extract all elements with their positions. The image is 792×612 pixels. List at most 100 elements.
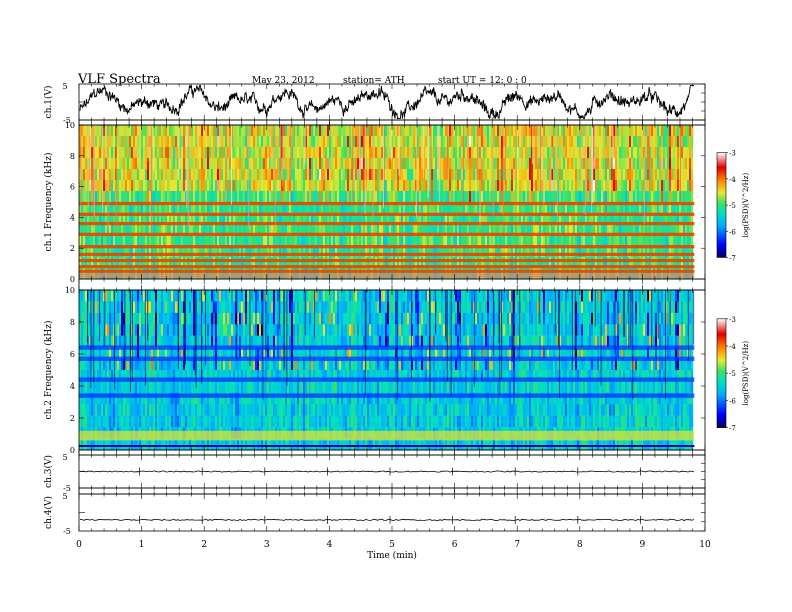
spectrogram-cell xyxy=(565,136,568,148)
spectrogram-cell xyxy=(145,136,148,148)
spectrogram-cell xyxy=(461,180,464,192)
spectrogram-cell xyxy=(251,202,254,214)
spectrogram-cell xyxy=(521,235,524,247)
spectrogram-cell xyxy=(181,246,184,258)
spectrogram-cell xyxy=(365,202,368,214)
spectrogram-cell xyxy=(209,202,212,214)
spectrogram-cell xyxy=(615,158,618,170)
spectrogram-cell xyxy=(653,125,656,137)
spectrogram-cell xyxy=(493,147,496,159)
spectrogram-cell xyxy=(365,257,368,269)
spectrogram-cell xyxy=(457,125,460,137)
spectrogram-cell xyxy=(97,213,100,225)
spectrogram-cell xyxy=(99,213,102,225)
spectrogram-cell xyxy=(689,147,692,159)
spectrogram-cell xyxy=(139,213,142,225)
spectrogram-cell xyxy=(369,191,372,203)
spectrogram-cell xyxy=(129,415,132,428)
spectrogram-cell xyxy=(143,224,146,236)
spectrogram-cell xyxy=(81,358,84,371)
spectrogram-cell xyxy=(567,147,570,159)
spectrogram-cell xyxy=(385,136,388,148)
spectrogram-cell xyxy=(79,335,82,348)
spectrogram-cell xyxy=(345,235,348,247)
spectrogram-cell xyxy=(373,224,376,236)
spectrogram-cell xyxy=(453,136,456,148)
spectrogram-cell xyxy=(399,235,402,247)
spectrogram-cell xyxy=(299,257,302,269)
spectrogram-cell xyxy=(263,213,266,225)
spectrogram-cell xyxy=(151,180,154,192)
spectrogram-cell xyxy=(685,235,688,247)
spectrogram-cell xyxy=(105,335,108,348)
spectrogram-cell xyxy=(103,358,106,371)
spectrogram-cell xyxy=(377,147,380,159)
spectrogram-cell xyxy=(593,202,596,214)
spectrogram-cell xyxy=(395,191,398,203)
spectrogram-cell xyxy=(603,224,606,236)
spectrogram-cell xyxy=(431,125,434,137)
spectrogram-cell xyxy=(327,246,330,258)
spectrogram-cell xyxy=(109,290,112,302)
spectrogram-cell xyxy=(579,213,582,225)
spectrogram-cell xyxy=(603,257,606,269)
spectrogram-cell xyxy=(663,158,666,170)
spectrogram-cell xyxy=(319,136,322,148)
spectrogram-cell xyxy=(643,257,646,269)
spectrogram-cell xyxy=(195,169,198,181)
spectrogram-cell xyxy=(267,180,270,192)
spectrogram-cell xyxy=(141,158,144,170)
spectrogram-cell xyxy=(405,213,408,225)
spectrogram-cell xyxy=(235,235,238,247)
spectrogram-cell xyxy=(493,257,496,269)
spectrogram-cell xyxy=(457,246,460,258)
spectrogram-cell xyxy=(95,392,98,405)
spectrogram-cell xyxy=(193,158,196,170)
spectrogram-cell xyxy=(271,158,274,170)
spectrogram-cell xyxy=(471,158,474,170)
spectrogram-cell xyxy=(649,191,652,203)
spectrogram-cell xyxy=(139,235,142,247)
spectrogram-cell xyxy=(645,180,648,192)
spectrogram-cell xyxy=(217,158,220,170)
spectrogram-cell xyxy=(93,438,96,451)
spectrogram-cell xyxy=(669,213,672,225)
spectrogram-cell xyxy=(133,125,136,137)
spectrogram-cell xyxy=(619,224,622,236)
spectrogram-cell xyxy=(91,224,94,236)
spectrogram-cell xyxy=(633,235,636,247)
spectrogram-cell xyxy=(203,224,206,236)
spectrogram-cell xyxy=(483,136,486,148)
spectrogram-cell xyxy=(519,158,522,170)
spectrogram-cell xyxy=(267,235,270,247)
spectrogram-cell xyxy=(675,202,678,214)
spectrogram-cell xyxy=(353,224,356,236)
spectrogram-cell xyxy=(633,125,636,137)
spectrogram-cell xyxy=(111,125,114,137)
spectrogram-cell xyxy=(653,136,656,148)
spectrogram-cell xyxy=(475,136,478,148)
spectrogram-cell xyxy=(585,158,588,170)
spectrogram-cell xyxy=(129,224,132,236)
spectrogram-cell xyxy=(555,125,558,137)
spectrogram-cell xyxy=(375,169,378,181)
spectrogram-cell xyxy=(321,202,324,214)
spectrogram-cell xyxy=(547,147,550,159)
spectrogram-cell xyxy=(261,202,264,214)
spectrogram-cell xyxy=(485,224,488,236)
spectrogram-cell xyxy=(175,147,178,159)
spectrogram-cell xyxy=(95,335,98,348)
spectrogram-cell xyxy=(477,202,480,214)
spectrogram-cell xyxy=(665,202,668,214)
spectrogram-cell xyxy=(287,224,290,236)
spectrogram-cell xyxy=(101,335,104,348)
spectrogram-cell xyxy=(327,158,330,170)
spectrogram-cell xyxy=(545,213,548,225)
spectrogram-cell xyxy=(527,147,530,159)
spectrogram-cell xyxy=(341,180,344,192)
spectrogram-cell xyxy=(191,246,194,258)
spectrogram-cell xyxy=(437,235,440,247)
spectrogram-cell xyxy=(241,246,244,258)
spectrogram-cell xyxy=(647,213,650,225)
spectrogram-cell xyxy=(357,246,360,258)
